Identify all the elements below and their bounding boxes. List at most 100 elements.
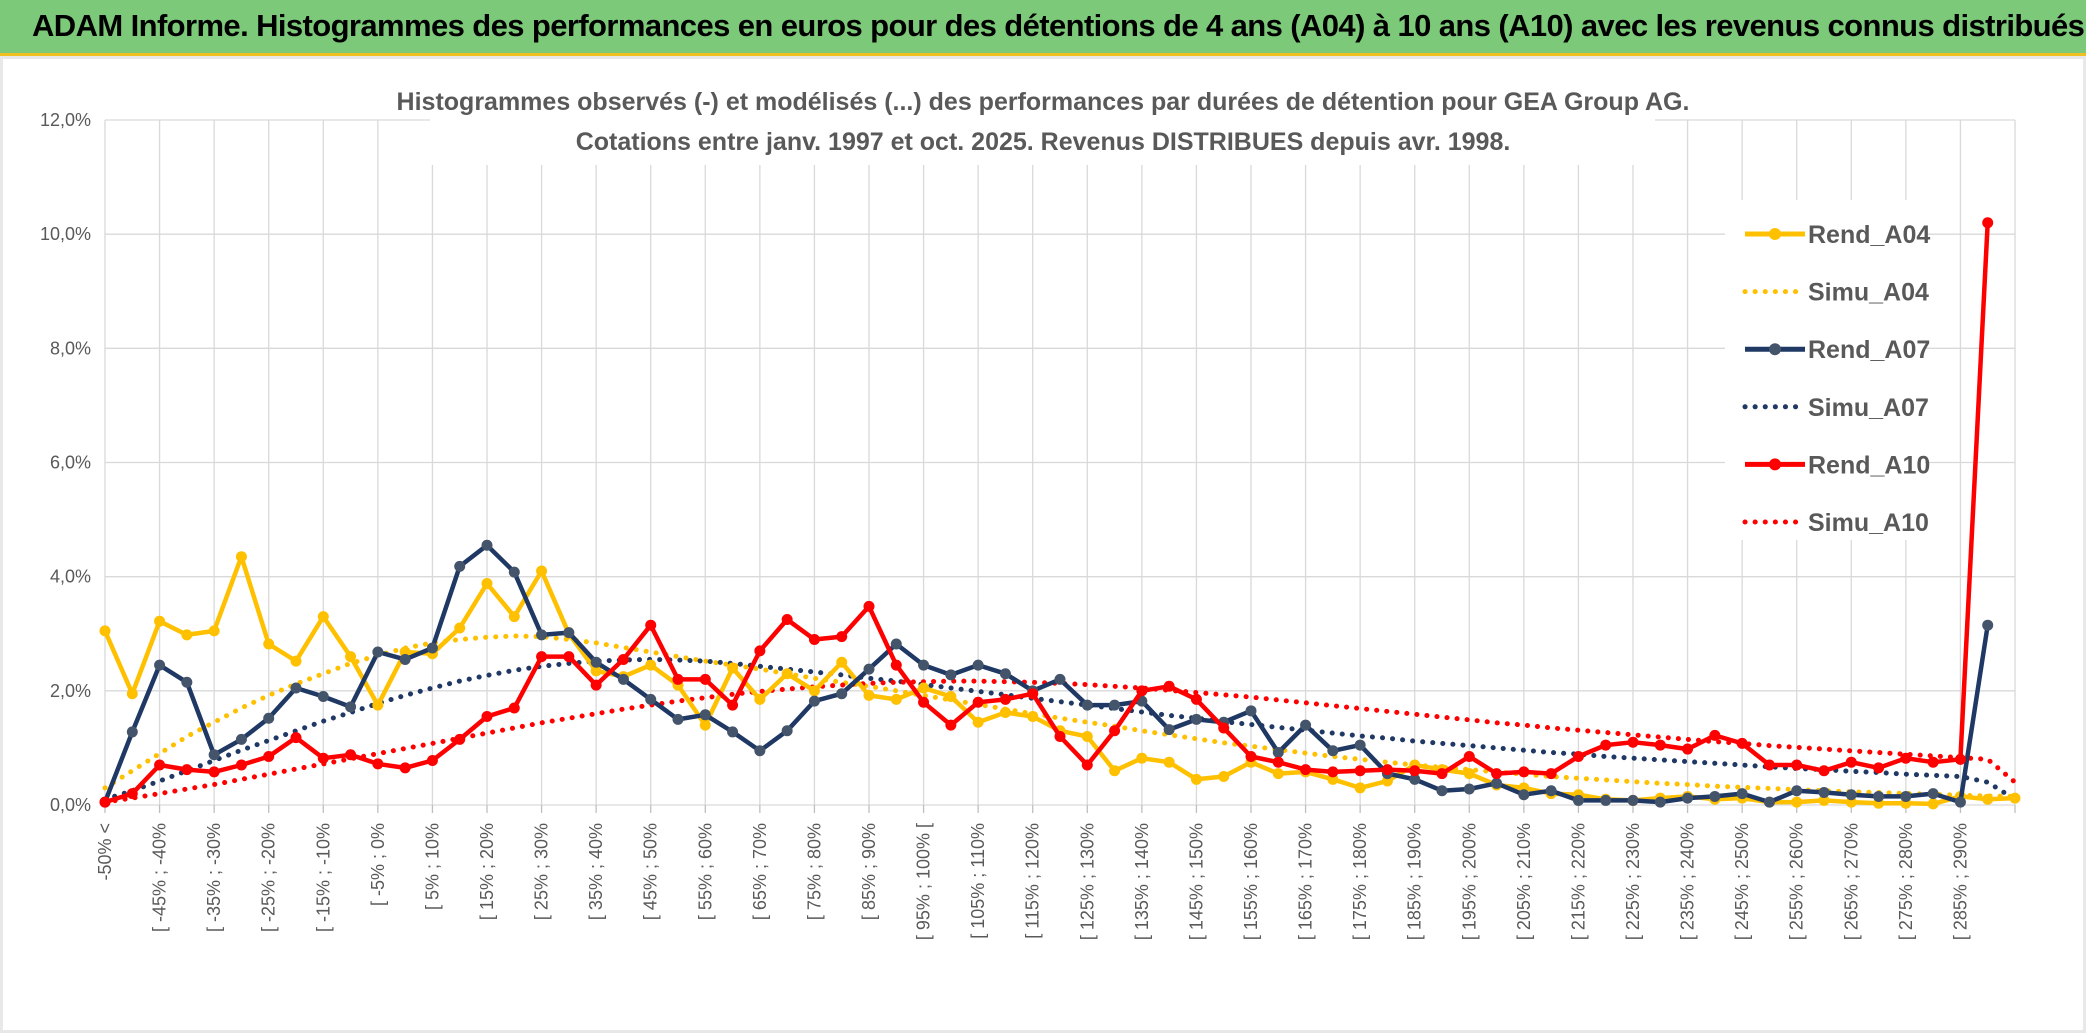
data-point [426,642,438,654]
data-point [808,685,820,697]
series-line-Simu_A04 [102,633,2018,799]
data-point [1054,731,1066,742]
series-Rend_A10 [99,217,1994,808]
data-point [1572,794,1584,806]
legend-item-Simu_A07: Simu_A07 [1742,394,1929,422]
x-tick-label: [ 235% ; 240% [1678,823,1698,940]
data-point [181,764,193,776]
data-point [317,691,329,703]
x-tick-label: [ -45% ; -40% [150,823,170,932]
data-point [1982,619,1994,631]
data-point [481,578,493,590]
data-point [727,699,739,711]
data-point [1245,705,1257,717]
data-point [263,638,275,650]
data-point [154,615,166,627]
data-point [972,659,984,671]
data-point [1545,785,1557,797]
data-point [345,651,357,663]
data-point [1927,798,1939,810]
data-point [1027,711,1039,723]
x-tick-label: [ -5% ; 0% [368,823,388,906]
data-point [1927,756,1939,768]
data-point [1627,794,1639,806]
data-point [918,682,930,694]
data-point [699,719,711,731]
data-point [836,631,848,643]
data-point [399,762,411,774]
legend-marker [1769,228,1781,240]
data-point [863,689,875,701]
data-point [290,732,302,744]
data-point [808,633,820,645]
legend-label: Simu_A10 [1808,509,1929,537]
data-point [1081,759,1093,771]
data-point [1409,773,1421,785]
data-point [1791,796,1803,808]
legend-background [1725,200,1925,540]
data-point [672,713,684,725]
title-layer: Histogrammes observés (-) et modélisés (… [397,80,1689,165]
data-point [1654,796,1666,808]
data-point [836,688,848,700]
data-point [1136,685,1148,697]
data-point [1873,790,1885,802]
data-point [781,725,793,737]
legend-label: Rend_A10 [1808,451,1930,479]
x-tick-label: [ 265% ; 270% [1841,823,1861,940]
data-point [1900,752,1912,764]
data-point [890,693,902,705]
data-point [1054,673,1066,685]
legend-item-Simu_A04: Simu_A04 [1742,279,1929,307]
data-point [1463,783,1475,795]
x-tick-label: [ 275% ; 280% [1896,823,1916,940]
x-tick-label: [ 15% ; 20% [477,823,497,920]
legend-item-Simu_A10: Simu_A10 [1742,509,1929,537]
x-tick-label: [ 145% ; 150% [1186,823,1206,940]
data-point [1736,737,1748,749]
data-point [699,709,711,721]
data-point [1709,729,1721,741]
x-tick-label: [ 45% ; 50% [641,823,661,920]
series-Simu_A07 [102,656,2018,802]
data-point [372,758,384,770]
data-point [1491,777,1503,789]
chart-subtitle: Cotations entre janv. 1997 et oct. 2025.… [576,128,1511,156]
x-tick-label: [ 215% ; 220% [1568,823,1588,940]
grid-layer: 0,0% 2,0% 4,0% 6,0% 8,0% 10,0% 12,0% -50% < [ -4… [40,110,2016,940]
x-tick-label: [ 105% ; 110% [968,823,988,939]
x-tick-label: [ 5% ; 10% [422,823,442,910]
data-point [1327,745,1339,757]
data-point [1436,785,1448,797]
data-point [645,619,657,631]
data-point [290,655,302,667]
data-point [945,691,957,703]
data-point [1027,688,1039,700]
data-point [1300,719,1312,731]
data-point [1927,788,1939,800]
data-point [1081,731,1093,742]
x-tick-label: [ 225% ; 230% [1623,823,1643,940]
data-point [1845,789,1857,801]
data-point [317,752,329,764]
data-point [1272,746,1284,758]
data-point [126,788,138,800]
data-point [1982,217,1994,229]
data-point [399,653,411,665]
data-point [1818,765,1830,777]
data-point [1763,759,1775,771]
data-point [1600,794,1612,806]
data-point [99,796,111,808]
data-point [945,669,957,681]
legend: Rend_A04 Simu_A04 Rend_A07 Simu_A07 Rend_A10… [1725,200,1930,540]
y-tick-label: 6,0% [50,453,91,473]
data-point [863,600,875,612]
data-point [1300,764,1312,776]
data-point [1081,699,1093,711]
legend-item-Rend_A07: Rend_A07 [1745,336,1930,364]
data-point [1654,739,1666,751]
data-point [1409,765,1421,777]
data-point [808,695,820,707]
data-point [481,711,493,723]
header-bar: ADAM Informe. Histogrammes des performan… [0,0,2086,56]
